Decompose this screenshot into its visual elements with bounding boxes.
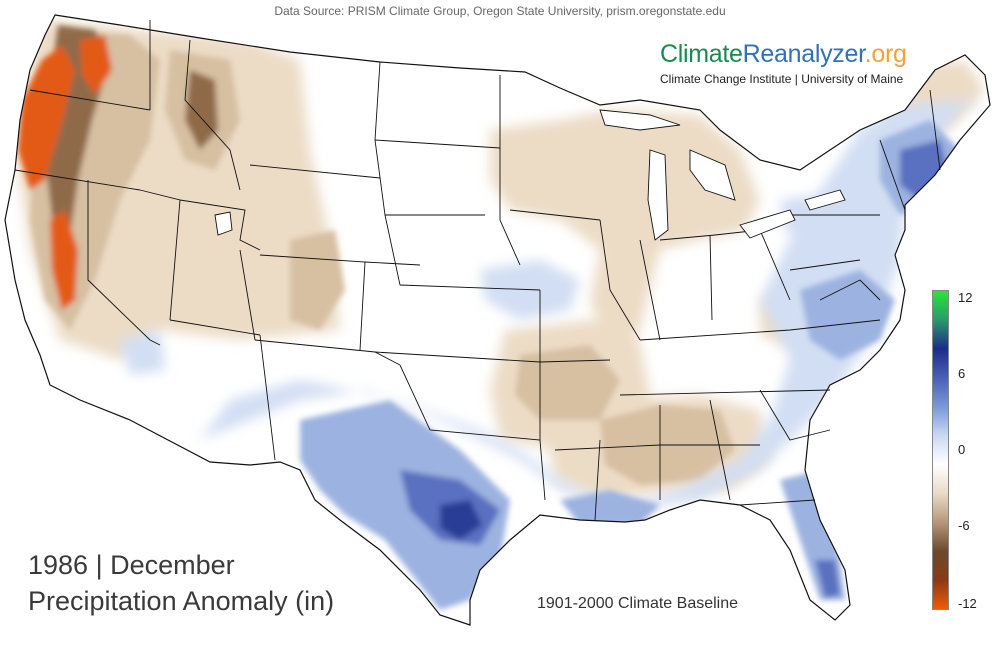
- brand-wordmark: ClimateReanalyzer.org: [660, 40, 907, 69]
- dry-anomaly-core: [18, 25, 735, 485]
- legend-tick: -12: [958, 596, 977, 611]
- brand-logo[interactable]: ClimateReanalyzer.org Climate Change Ins…: [660, 40, 907, 86]
- legend-tick: 6: [958, 366, 966, 381]
- brand-wordmark-part1: Climate: [660, 40, 743, 68]
- map-title-variable: Precipitation Anomaly (in): [28, 586, 335, 616]
- baseline-caption: 1901-2000 Climate Baseline: [537, 595, 739, 612]
- map-title-year-month: 1986 | December: [28, 550, 235, 580]
- state-boundaries: [4, 14, 991, 626]
- brand-subtitle: Climate Change Institute | University of…: [660, 72, 904, 86]
- anomaly-field: [15, 20, 985, 610]
- great-lakes: [214, 109, 846, 241]
- color-scale-legend: [932, 290, 949, 610]
- legend-tick: -6: [958, 518, 970, 533]
- legend-tick: 12: [958, 290, 973, 305]
- data-source-caption: Data Source: PRISM Climate Group, Oregon…: [274, 4, 726, 18]
- brand-wordmark-part3: .org: [864, 40, 907, 68]
- brand-wordmark-part2: Reanalyzer: [742, 40, 865, 68]
- legend-tick: 0: [958, 442, 966, 457]
